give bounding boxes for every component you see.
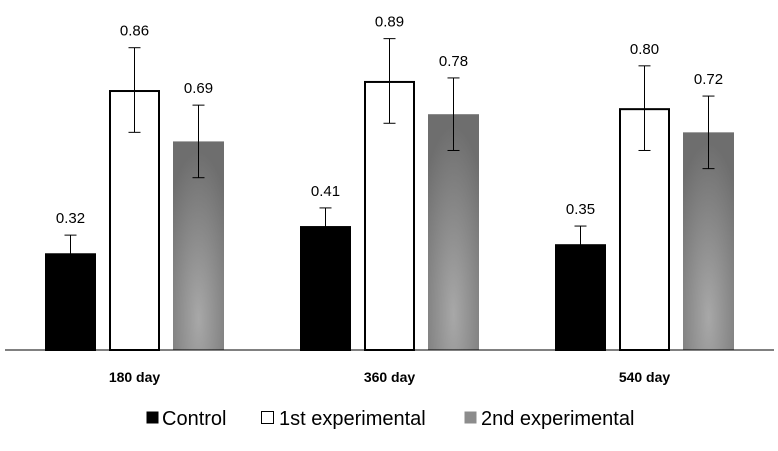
data-label: 0.89 <box>375 14 404 31</box>
legend-item-2nd-experimental: 2nd experimental <box>464 408 634 430</box>
error-bar-control-540-day <box>574 225 587 263</box>
error-bar-2nd-experimental-360-day <box>447 77 460 151</box>
data-label: 0.80 <box>630 41 659 58</box>
legend: Control 1st experimental 2nd experimental <box>146 408 634 430</box>
error-bar-control-360-day <box>319 207 332 245</box>
legend-swatch <box>464 411 477 424</box>
x-tick-label: 360 day <box>364 369 416 385</box>
error-bar-1st-experimental-180-day <box>128 47 141 133</box>
legend-label: Control <box>162 408 226 430</box>
data-labels-group: 0.32 0.86 0.69 0.41 0.89 0.78 0.35 0.80 0.72 <box>56 14 723 227</box>
bar-2nd-experimental-360-day <box>428 114 479 351</box>
tick-labels-group: 180 day 360 day 540 day <box>109 369 671 385</box>
bar-control-360-day <box>300 226 351 352</box>
legend-item-1st-experimental: 1st experimental <box>261 408 426 430</box>
data-label: 0.32 <box>56 210 85 227</box>
data-label: 0.35 <box>566 201 595 218</box>
error-bar-1st-experimental-540-day <box>638 65 651 151</box>
error-bar-control-180-day <box>64 234 77 272</box>
data-label: 0.72 <box>694 71 723 88</box>
data-label: 0.78 <box>439 53 468 70</box>
bar-1st-experimental-180-day <box>109 90 160 351</box>
error-bar-2nd-experimental-540-day <box>702 95 715 170</box>
error-bar-2nd-experimental-180-day <box>192 104 205 179</box>
data-label: 0.41 <box>311 183 340 200</box>
legend-label: 1st experimental <box>279 408 426 430</box>
data-label: 0.86 <box>120 23 149 40</box>
x-tick-label: 180 day <box>109 369 161 385</box>
x-tick-label: 540 day <box>619 369 671 385</box>
error-bar-1st-experimental-360-day <box>383 38 396 124</box>
data-label: 0.69 <box>184 80 213 97</box>
legend-swatch <box>261 411 274 424</box>
legend-item-control: Control <box>146 408 226 430</box>
legend-swatch <box>146 411 159 424</box>
legend-label: 2nd experimental <box>481 408 634 430</box>
error-bars-group <box>64 38 715 272</box>
